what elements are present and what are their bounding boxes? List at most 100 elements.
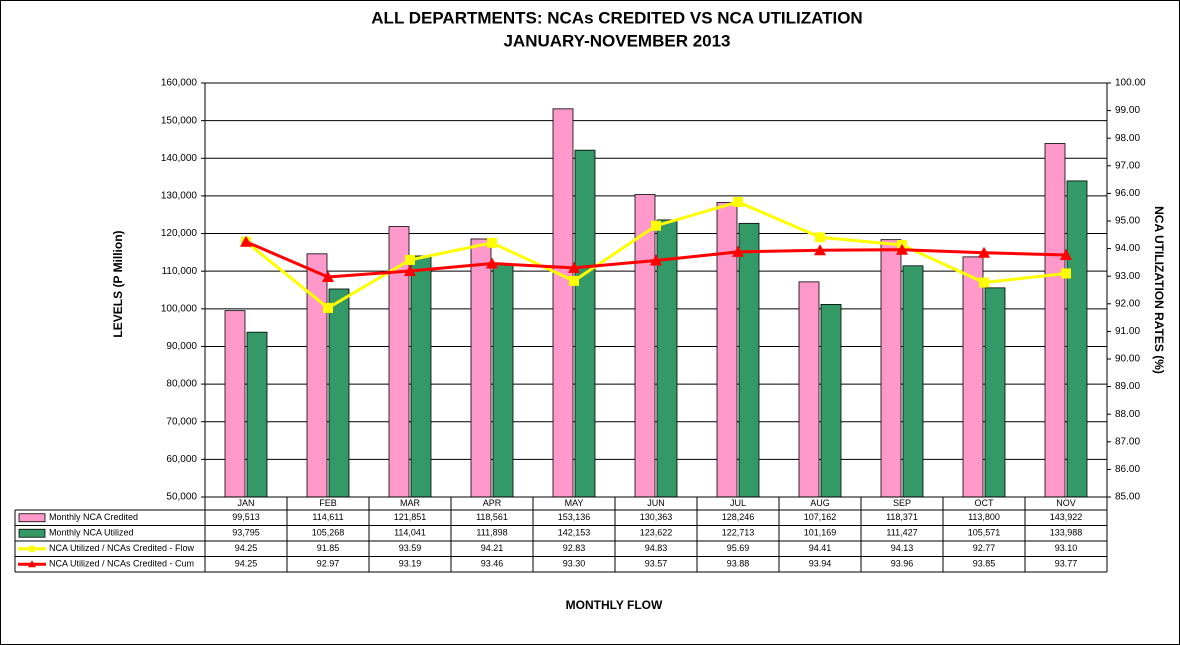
table-cell: 94.25 [235, 559, 258, 569]
bar [574, 149, 596, 498]
marker [323, 302, 333, 313]
marker [240, 235, 252, 247]
marker [815, 232, 825, 243]
marker [404, 264, 416, 276]
table-cell: 93.88 [727, 559, 750, 569]
table-cell: 94.25 [235, 543, 258, 553]
bar [224, 310, 246, 498]
y-tick-label: 80,000 [166, 379, 197, 390]
marker [978, 246, 990, 258]
bar [306, 253, 328, 498]
y-tick-label: 100,000 [161, 303, 198, 314]
table-cell: 93,795 [232, 528, 260, 538]
bar [716, 202, 738, 498]
marker [486, 257, 498, 269]
table-cell: 93.10 [1055, 543, 1078, 553]
table-cell: 118,561 [476, 512, 508, 522]
y2-tick-label: 86.00 [1115, 464, 1140, 475]
table-cell: 93.94 [809, 559, 832, 569]
table-cell: 111,427 [886, 528, 917, 538]
y2-tick-label: 98.00 [1115, 133, 1140, 144]
table-cell: 105,571 [968, 528, 1001, 538]
table-cell: 114,041 [394, 528, 426, 538]
y-tick-label: 50,000 [166, 492, 197, 503]
y2-tick-label: 100.00 [1115, 78, 1146, 89]
marker [979, 277, 989, 288]
marker [651, 220, 661, 231]
legend-label: NCA Utilized / NCAs Credited - Flow [49, 543, 195, 553]
table-cell: 153,136 [558, 512, 591, 522]
y-tick-label: 60,000 [166, 454, 197, 465]
table-cell: 105,268 [312, 528, 345, 538]
legend-swatch [18, 528, 46, 538]
table-cell: 93.77 [1055, 559, 1078, 569]
bar [246, 331, 268, 498]
plot-area [205, 83, 1107, 497]
legend-label: Monthly NCA Credited [49, 512, 138, 522]
bar [410, 255, 432, 498]
y2-tick-label: 90.00 [1115, 354, 1140, 365]
marker [29, 545, 35, 552]
marker [322, 271, 334, 283]
marker [650, 254, 662, 266]
y2-tick-label: 96.00 [1115, 188, 1140, 199]
marker [569, 275, 579, 286]
table-cell: 94.21 [481, 543, 504, 553]
y2-tick-label: 95.00 [1115, 216, 1140, 227]
table-cell: 133,988 [1050, 528, 1083, 538]
table-cell: 93.85 [973, 559, 996, 569]
y-tick-label: 70,000 [166, 416, 197, 427]
table-cell: 99,513 [232, 512, 260, 522]
bar [902, 265, 924, 498]
table-cell: 121,851 [394, 512, 427, 522]
marker [1061, 268, 1071, 279]
table-cell: 122,713 [722, 528, 755, 538]
table-cell: 92.97 [317, 559, 340, 569]
bar [880, 239, 902, 498]
marker [487, 237, 497, 248]
marker [896, 243, 908, 255]
table-cell: 101,169 [804, 528, 837, 538]
table-cell: 123,622 [640, 528, 673, 538]
y2-tick-label: 99.00 [1115, 105, 1140, 116]
table-cell: 95.69 [727, 543, 750, 553]
y-tick-label: 140,000 [161, 153, 198, 164]
x-tick-label: JAN [237, 498, 254, 508]
table-cell: 94.83 [645, 543, 668, 553]
bar [552, 108, 574, 498]
y2-tick-label: 91.00 [1115, 326, 1140, 337]
chart-subtitle: JANUARY-NOVEMBER 2013 [503, 31, 730, 50]
table-cell: 93.30 [563, 559, 586, 569]
table-cell: 114,611 [312, 512, 343, 522]
table-cell: 92.77 [973, 543, 996, 553]
y2-tick-label: 88.00 [1115, 409, 1140, 420]
chart-title: ALL DEPARTMENTS: NCAs CREDITED VS NCA UT… [371, 8, 862, 27]
y2-axis-label: NCA UTILIZATION RATES (%) [1152, 206, 1166, 374]
table-cell: 93.59 [399, 543, 422, 553]
table-cell: 93.96 [891, 559, 914, 569]
x-tick-label: FEB [319, 498, 337, 508]
y2-tick-label: 97.00 [1115, 160, 1140, 171]
table-cell: 118,371 [886, 512, 918, 522]
x-tick-label: NOV [1056, 498, 1076, 508]
bar [1044, 143, 1066, 498]
table-cell: 94.13 [891, 543, 914, 553]
table-cell: 93.19 [399, 559, 422, 569]
y2-tick-label: 93.00 [1115, 271, 1140, 282]
bar [634, 194, 656, 498]
bar [328, 288, 350, 498]
marker [814, 244, 826, 256]
y2-tick-label: 89.00 [1115, 381, 1140, 392]
x-axis-label: MONTHLY FLOW [566, 598, 663, 612]
x-tick-label: MAR [400, 498, 421, 508]
table-cell: 128,246 [722, 512, 755, 522]
legend-label: Monthly NCA Utilized [49, 528, 134, 538]
y-tick-label: 160,000 [161, 78, 198, 89]
bar [984, 287, 1006, 498]
y2-tick-label: 87.00 [1115, 436, 1140, 447]
bar [1066, 180, 1088, 498]
table-cell: 113,800 [968, 512, 1000, 522]
x-tick-label: JUL [730, 498, 746, 508]
bar [798, 281, 820, 498]
marker [28, 560, 36, 568]
